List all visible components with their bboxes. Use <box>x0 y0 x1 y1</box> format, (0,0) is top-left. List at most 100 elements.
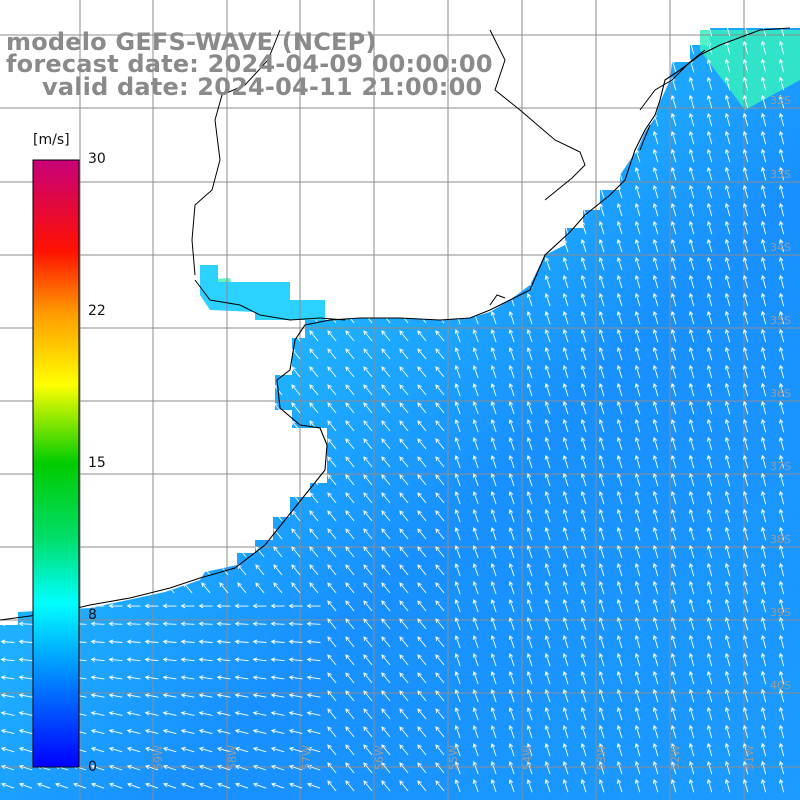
wind-arrow <box>778 706 785 721</box>
wind-arrow <box>183 114 193 126</box>
wind-arrow <box>508 185 515 199</box>
wind-arrow <box>688 724 695 739</box>
wind-arrow <box>162 657 177 662</box>
wind-arrow <box>345 132 355 144</box>
wind-arrow <box>562 724 569 739</box>
wind-arrow <box>381 726 391 738</box>
wind-arrow <box>21 348 31 360</box>
wind-arrow <box>670 616 677 631</box>
lat-label: 35S <box>770 314 791 327</box>
wind-arrow <box>508 131 515 145</box>
wind-arrow <box>309 186 319 198</box>
wind-arrow <box>3 456 13 468</box>
wind-arrow <box>129 474 139 486</box>
wind-arrow <box>508 257 515 271</box>
wind-arrow <box>706 310 713 325</box>
wind-arrow <box>0 603 15 609</box>
wind-arrow <box>688 130 695 145</box>
wind-arrow <box>760 706 767 721</box>
wind-arrow <box>508 563 515 577</box>
wind-arrow <box>147 528 157 540</box>
wind-arrow <box>435 726 445 738</box>
wind-arrow <box>234 675 249 680</box>
wind-arrow <box>255 150 265 162</box>
wind-arrow <box>288 693 303 698</box>
wind-arrow <box>598 148 605 163</box>
wind-arrow <box>165 330 175 342</box>
wind-arrow <box>508 473 515 487</box>
wind-arrow <box>454 779 461 793</box>
wind-arrow <box>144 728 159 735</box>
wind-arrow <box>760 508 767 523</box>
wind-arrow <box>580 76 587 91</box>
wind-arrow <box>309 258 319 270</box>
wind-arrow <box>417 690 427 702</box>
wind-arrow <box>144 693 159 698</box>
wind-arrow <box>508 419 515 433</box>
wind-arrow <box>345 636 355 648</box>
wind-arrow <box>147 132 157 144</box>
wind-arrow <box>417 510 427 522</box>
wind-arrow <box>111 438 121 450</box>
wind-arrow <box>435 564 445 576</box>
wind-arrow <box>562 400 569 415</box>
wind-arrow <box>435 654 445 666</box>
wind-arrow <box>508 725 515 739</box>
wind-arrow <box>435 204 445 216</box>
wind-arrow <box>598 670 605 685</box>
wind-arrow <box>580 94 587 109</box>
wind-arrow <box>616 328 623 343</box>
wind-arrow <box>544 148 551 163</box>
wind-arrow <box>417 618 427 630</box>
wind-arrow <box>706 400 713 415</box>
wind-arrow <box>3 330 13 342</box>
wind-arrow <box>454 725 461 739</box>
wind-arrow <box>598 346 605 361</box>
wind-arrow <box>237 402 247 414</box>
wind-arrow <box>472 635 479 649</box>
wind-arrow <box>778 436 785 451</box>
wind-arrow <box>688 184 695 199</box>
wind-arrow <box>508 779 515 793</box>
wind-arrow <box>126 657 141 662</box>
wind-arrow <box>778 760 785 775</box>
wind-arrow <box>417 402 427 414</box>
wind-arrow <box>544 670 551 685</box>
wind-arrow <box>345 762 355 774</box>
wind-arrow <box>544 328 551 343</box>
wind-arrow <box>634 28 641 37</box>
wind-arrow <box>234 746 249 753</box>
wind-arrow <box>580 598 587 613</box>
wind-arrow <box>183 204 193 216</box>
wind-arrow <box>634 58 641 73</box>
wind-arrow <box>309 114 319 126</box>
wind-arrow <box>237 456 247 468</box>
wind-arrow <box>327 258 337 270</box>
wind-arrow <box>526 436 533 451</box>
wind-arrow <box>327 348 337 360</box>
wind-arrow <box>381 420 391 432</box>
wind-arrow <box>234 657 249 662</box>
wind-arrow <box>562 256 569 271</box>
wind-arrow <box>255 546 265 558</box>
wind-arrow <box>652 598 659 613</box>
wind-arrow <box>580 346 587 361</box>
wind-arrow <box>309 330 319 342</box>
wind-arrow <box>417 132 427 144</box>
wind-arrow <box>742 94 749 109</box>
wind-arrow <box>399 168 409 180</box>
wind-arrow <box>252 693 267 698</box>
wind-arrow <box>93 222 103 234</box>
wind-arrow <box>273 438 283 450</box>
wind-arrow <box>381 114 391 126</box>
wind-arrow <box>417 672 427 684</box>
wind-arrow <box>490 131 497 145</box>
wind-arrow <box>580 436 587 451</box>
wind-arrow <box>760 418 767 433</box>
wind-arrow <box>235 782 249 789</box>
wind-arrow <box>3 564 13 576</box>
wind-arrow <box>634 778 641 793</box>
wind-arrow <box>652 256 659 271</box>
wind-arrow <box>670 274 677 289</box>
wind-arrow <box>198 657 213 662</box>
